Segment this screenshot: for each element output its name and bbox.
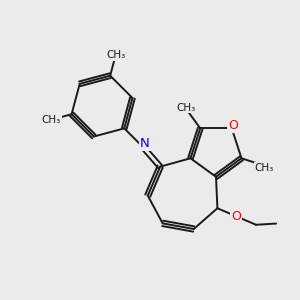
- Text: CH₃: CH₃: [177, 103, 196, 113]
- Text: O: O: [231, 210, 241, 223]
- Text: CH₃: CH₃: [106, 50, 125, 60]
- Text: N: N: [140, 137, 150, 150]
- Text: CH₃: CH₃: [255, 163, 274, 173]
- Text: CH₃: CH₃: [42, 115, 61, 125]
- Text: O: O: [228, 119, 238, 132]
